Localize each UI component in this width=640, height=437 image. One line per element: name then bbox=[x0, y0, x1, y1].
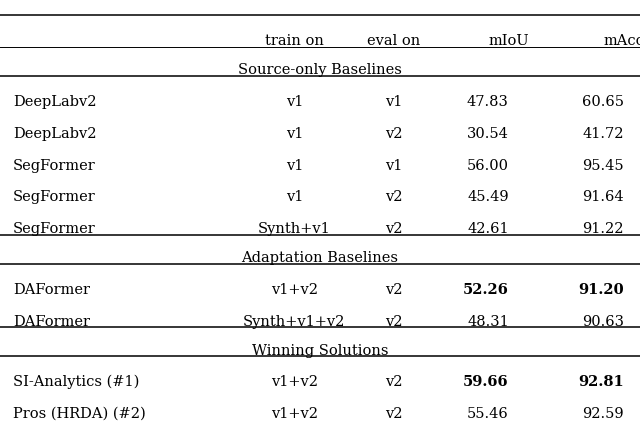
Text: Adaptation Baselines: Adaptation Baselines bbox=[241, 251, 399, 265]
Text: 91.22: 91.22 bbox=[582, 222, 624, 236]
Text: v2: v2 bbox=[385, 407, 403, 421]
Text: v2: v2 bbox=[385, 127, 403, 141]
Text: DAFormer: DAFormer bbox=[13, 315, 90, 329]
Text: 91.64: 91.64 bbox=[582, 191, 624, 205]
Text: mIoU: mIoU bbox=[488, 35, 529, 49]
Text: 92.59: 92.59 bbox=[582, 407, 624, 421]
Text: 30.54: 30.54 bbox=[467, 127, 509, 141]
Text: SegFormer: SegFormer bbox=[13, 222, 95, 236]
Text: v1: v1 bbox=[385, 159, 403, 173]
Text: v1: v1 bbox=[285, 95, 303, 109]
Text: 59.66: 59.66 bbox=[463, 375, 509, 389]
Text: v2: v2 bbox=[385, 283, 403, 297]
Text: v2: v2 bbox=[385, 191, 403, 205]
Text: 92.81: 92.81 bbox=[579, 375, 624, 389]
Text: v1: v1 bbox=[385, 95, 403, 109]
Text: DAFormer: DAFormer bbox=[13, 283, 90, 297]
Text: mAcc: mAcc bbox=[604, 35, 640, 49]
Text: 60.65: 60.65 bbox=[582, 95, 624, 109]
Text: v1+v2: v1+v2 bbox=[271, 375, 318, 389]
Text: 47.83: 47.83 bbox=[467, 95, 509, 109]
Text: DeepLabv2: DeepLabv2 bbox=[13, 95, 96, 109]
Text: 56.00: 56.00 bbox=[467, 159, 509, 173]
Text: train on: train on bbox=[265, 35, 324, 49]
Text: 52.26: 52.26 bbox=[463, 283, 509, 297]
Text: 45.49: 45.49 bbox=[467, 191, 509, 205]
Text: eval on: eval on bbox=[367, 35, 420, 49]
Text: SI-Analytics (#1): SI-Analytics (#1) bbox=[13, 375, 139, 389]
Text: DeepLabv2: DeepLabv2 bbox=[13, 127, 96, 141]
Text: Winning Solutions: Winning Solutions bbox=[252, 343, 388, 357]
Text: v2: v2 bbox=[385, 222, 403, 236]
Text: Source-only Baselines: Source-only Baselines bbox=[238, 63, 402, 77]
Text: 41.72: 41.72 bbox=[582, 127, 624, 141]
Text: v1: v1 bbox=[285, 127, 303, 141]
Text: 42.61: 42.61 bbox=[467, 222, 509, 236]
Text: v1+v2: v1+v2 bbox=[271, 407, 318, 421]
Text: v2: v2 bbox=[385, 375, 403, 389]
Text: SegFormer: SegFormer bbox=[13, 159, 95, 173]
Text: v2: v2 bbox=[385, 315, 403, 329]
Text: v1: v1 bbox=[285, 191, 303, 205]
Text: Pros (HRDA) (#2): Pros (HRDA) (#2) bbox=[13, 407, 145, 421]
Text: 48.31: 48.31 bbox=[467, 315, 509, 329]
Text: 90.63: 90.63 bbox=[582, 315, 624, 329]
Text: SegFormer: SegFormer bbox=[13, 191, 95, 205]
Text: 91.20: 91.20 bbox=[579, 283, 624, 297]
Text: v1: v1 bbox=[285, 159, 303, 173]
Text: Synth+v1: Synth+v1 bbox=[258, 222, 331, 236]
Text: 55.46: 55.46 bbox=[467, 407, 509, 421]
Text: 95.45: 95.45 bbox=[582, 159, 624, 173]
Text: v1+v2: v1+v2 bbox=[271, 283, 318, 297]
Text: Synth+v1+v2: Synth+v1+v2 bbox=[243, 315, 346, 329]
